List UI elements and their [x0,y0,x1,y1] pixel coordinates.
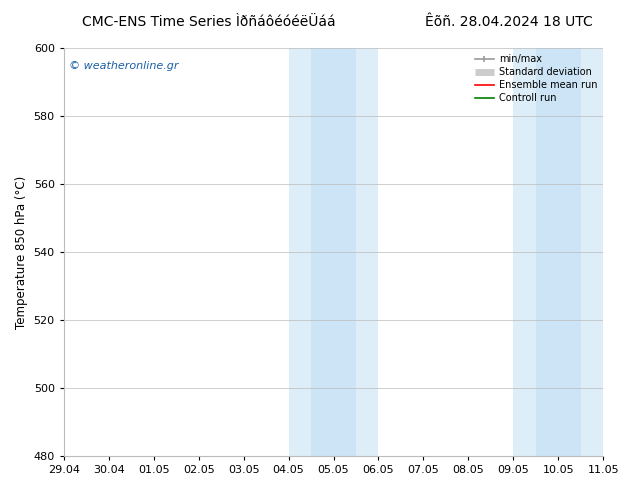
Text: CMC-ENS Time Series ÌðñáôéóéëÜáá: CMC-ENS Time Series ÌðñáôéóéëÜáá [82,15,336,29]
Y-axis label: Temperature 850 hPa (°C): Temperature 850 hPa (°C) [15,175,28,329]
Text: Êõñ. 28.04.2024 18 UTC: Êõñ. 28.04.2024 18 UTC [425,15,593,29]
Bar [514,49,603,456]
Legend: min/max, Standard deviation, Ensemble mean run, Controll run: min/max, Standard deviation, Ensemble me… [470,50,601,107]
Bar [311,49,356,456]
Bar [536,49,581,456]
Bar [288,49,378,456]
Text: © weatheronline.gr: © weatheronline.gr [69,61,179,71]
